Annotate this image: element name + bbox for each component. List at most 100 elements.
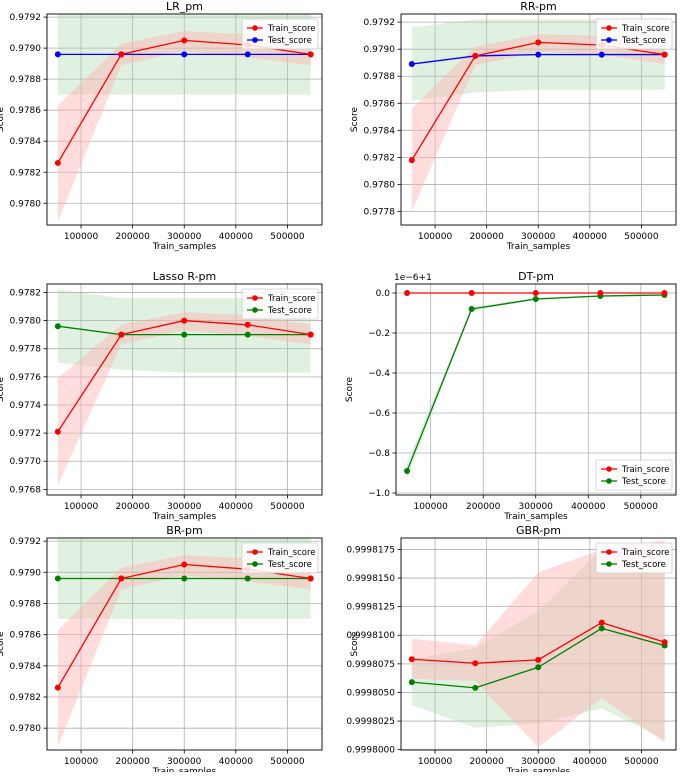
y-tick-label: 0.9998100 [346, 631, 395, 641]
train-score-point [181, 37, 188, 44]
x-axis-label: Train_samples [503, 512, 568, 522]
y-tick-label: 0.9782 [10, 693, 42, 703]
chart-panel-6: 100000 200000 300000 400000 500000 0.9998000 0… [346, 524, 677, 776]
legend: Train_score Test_score [595, 459, 673, 491]
test-score-point [181, 51, 188, 58]
legend-swatch-marker [606, 561, 612, 567]
legend: Train_score Test_score [241, 288, 319, 320]
test-score-point [244, 51, 251, 58]
train-score-point [598, 619, 605, 626]
x-tick-label: 500000 [624, 232, 659, 242]
train-score-point [468, 290, 475, 296]
y-tick-label: 0.9792 [10, 537, 42, 547]
y-tick-label: −0.4 [368, 369, 390, 379]
x-axis-label: Train_samples [152, 512, 217, 522]
x-tick-label: 200000 [115, 502, 150, 512]
y-tick-label: −0.6 [368, 409, 390, 419]
x-tick-label: 100000 [418, 757, 453, 767]
train-score-point [661, 290, 668, 296]
legend-label: Train_score [621, 24, 670, 34]
legend-swatch-marker [252, 561, 258, 567]
x-axis-label: Train_samples [506, 242, 571, 252]
y-tick-label: 0.9998150 [346, 574, 395, 584]
x-tick-label: 300000 [167, 232, 202, 242]
legend-label: Train_score [267, 24, 316, 34]
train-score-point [54, 428, 61, 435]
test-score-point [54, 323, 61, 330]
x-tick-label: 500000 [624, 502, 659, 512]
legend-box [241, 288, 319, 320]
train-score-band [57, 312, 311, 486]
legend: Train_score Test_score [241, 542, 319, 574]
x-tick-label: 300000 [521, 232, 556, 242]
y-axis-label: Score [350, 631, 360, 657]
test-score-point [598, 625, 605, 632]
y-tick-label: 0.9792 [10, 13, 42, 23]
train-score-band [411, 540, 665, 748]
y-tick-label: −0.2 [368, 329, 390, 339]
train-score-point [118, 51, 125, 58]
train-score-point [307, 575, 314, 582]
lines [404, 290, 668, 474]
legend-swatch-marker [252, 25, 258, 31]
y-tick-label: 0.9788 [10, 75, 42, 85]
train-score-point [181, 317, 188, 324]
test-score-point [408, 679, 415, 686]
y-tick-label: 0.9786 [10, 106, 42, 116]
x-tick-label: 100000 [64, 502, 99, 512]
y-tick-label: 0.9786 [364, 99, 396, 109]
train-score-point [307, 51, 314, 58]
x-axis-label: Train_samples [506, 767, 571, 772]
y-axis-label: Score [350, 106, 360, 132]
legend-label: Test_score [267, 306, 312, 316]
y-tick-label: 0.9782 [10, 288, 42, 298]
legend-swatch-marker [606, 549, 612, 555]
chart-title: RR-pm [520, 0, 557, 13]
y-tick-label: −1.0 [368, 489, 390, 499]
test-score-point [532, 296, 539, 302]
legend-swatch-marker [252, 37, 258, 43]
x-tick-label: 500000 [270, 232, 305, 242]
legend-label: Train_score [621, 548, 670, 558]
test-score-point [408, 61, 415, 68]
chart-title: BR-pm [166, 524, 202, 537]
chart-panel-1: 100000 200000 300000 400000 500000 0.9780 0.97… [0, 0, 323, 252]
y-tick-label: 0.9792 [364, 18, 396, 28]
x-tick-label: 300000 [167, 757, 202, 767]
legend-swatch-marker [252, 307, 258, 313]
train-score-point [535, 39, 542, 46]
x-tick-label: 400000 [219, 502, 254, 512]
test-score-point [181, 575, 188, 582]
y-offset-label: 1e−6+1 [394, 273, 432, 283]
train-score-point [472, 660, 479, 667]
y-tick-label: 0.9998000 [346, 746, 395, 756]
y-tick-label: 0.9780 [364, 180, 396, 190]
train-score-point [54, 684, 61, 691]
chart-panel-4: 100000 200000 300000 400000 500000 −1.0 −0.8 −0… [345, 270, 677, 522]
x-tick-label: 100000 [64, 757, 99, 767]
train-score-point [404, 290, 411, 296]
x-tick-label: 400000 [219, 757, 254, 767]
legend-label: Train_score [621, 465, 670, 475]
test-score-band [411, 548, 665, 740]
chart-title: Lasso R-pm [153, 270, 216, 283]
train-score-point [472, 52, 479, 59]
legend: Train_score Test_score [595, 542, 673, 574]
x-tick-label: 200000 [466, 502, 501, 512]
x-tick-label: 400000 [573, 757, 608, 767]
y-tick-label: 0.9790 [10, 568, 42, 578]
test-score-point [598, 51, 605, 58]
chart-panel-2: 100000 200000 300000 400000 500000 0.9778 0.97… [350, 0, 677, 252]
legend-box [595, 459, 673, 491]
legend: Train_score Test_score [595, 18, 673, 50]
train-score-point [54, 159, 61, 166]
y-tick-label: −0.8 [368, 449, 390, 459]
legend-box [241, 18, 319, 50]
legend-box [595, 542, 673, 574]
test-score-point [54, 51, 61, 58]
train-score-point [661, 51, 668, 58]
legend-swatch-marker [606, 37, 612, 43]
train-score-point [535, 656, 542, 663]
y-tick-label: 0.9788 [10, 599, 42, 609]
